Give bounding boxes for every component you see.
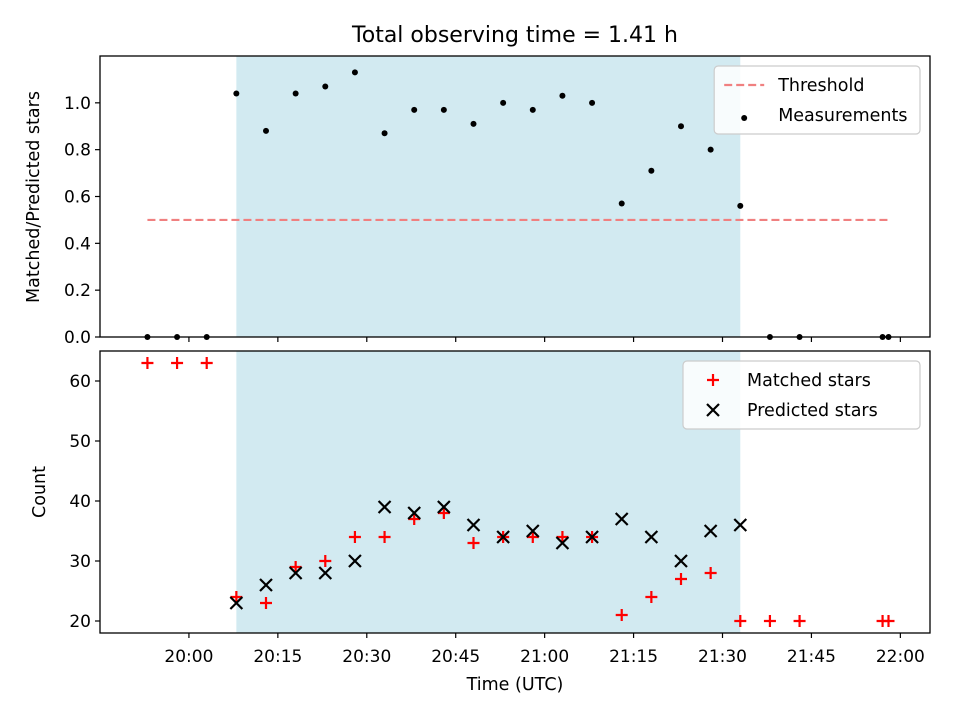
- predicted-stars-point: [466, 518, 481, 532]
- predicted-stars-point: [733, 518, 748, 532]
- predicted-stars-point: [674, 554, 688, 568]
- predicted-stars-point: [526, 524, 540, 538]
- legend-label: Measurements: [778, 106, 907, 126]
- measurements-point: [440, 106, 447, 113]
- y-tick-label: 40: [69, 492, 91, 512]
- matched-stars-point: [260, 597, 272, 609]
- observing-window-shade: [236, 56, 741, 337]
- measurements-point: [737, 202, 744, 209]
- x-tick-label: 20:30: [342, 647, 391, 667]
- ratio-panel: 0.0 0.2 0.4 0.6 0.8 1.0 Threshold Measurements: [64, 55, 931, 348]
- matched-stars-point: [645, 591, 658, 603]
- measurements-point: [648, 167, 655, 174]
- measurements-point: [263, 127, 269, 134]
- x-tick-label: 21:00: [520, 647, 569, 667]
- legend-box: [682, 360, 921, 430]
- matched-stars-point: [378, 531, 391, 543]
- x-tick-label: 20:45: [431, 647, 480, 667]
- x-tick-label: 20:15: [253, 647, 302, 667]
- y-tick-label: 0.2: [64, 281, 91, 301]
- x-tick-label: 21:45: [787, 647, 836, 667]
- legend-label: Threshold: [777, 76, 864, 96]
- measurements-point: [589, 99, 596, 106]
- chart-title: Total observing time = 1.41 h: [351, 23, 678, 48]
- matched-stars-point: [675, 573, 687, 585]
- matched-stars-point: [763, 615, 776, 627]
- predicted-stars-point: [318, 566, 333, 580]
- measurements-point: [470, 120, 477, 127]
- matched-stars-point: [437, 507, 450, 519]
- measurements-point: [411, 106, 418, 113]
- legend-matched-swatch: [707, 374, 719, 386]
- measurements-point: [292, 90, 299, 97]
- matched-stars-point: [556, 531, 569, 543]
- measurements-point: [529, 106, 536, 113]
- measurements-point: [351, 69, 358, 76]
- predicted-stars-point: [348, 554, 362, 568]
- axes-frame: [99, 350, 931, 634]
- measurements-point: [678, 123, 684, 130]
- predicted-stars-point: [259, 578, 273, 592]
- predicted-stars-point: [585, 530, 599, 544]
- x-tick-label: 20:00: [164, 647, 213, 667]
- y-tick-label: 1.0: [64, 94, 91, 114]
- legend-box: [713, 65, 921, 135]
- predicted-stars-point: [555, 536, 570, 550]
- matched-stars-point: [615, 609, 628, 621]
- y-tick-label: 60: [69, 372, 91, 392]
- predicted-stars-point: [703, 524, 718, 538]
- y-tick-label: 30: [69, 552, 91, 572]
- measurements-point: [322, 83, 329, 90]
- y-tick-label: 50: [69, 432, 91, 452]
- count-panel: 20 30 40 50 60 20:00 20:15 20:30 20:45 21:00 21:15…: [69, 350, 931, 667]
- x-axis-label: Time (UTC): [466, 675, 564, 695]
- predicted-stars-point: [437, 500, 451, 514]
- x-tick-label: 21:30: [698, 647, 747, 667]
- measurements-point: [707, 146, 714, 153]
- x-tick-label: 21:15: [609, 647, 658, 667]
- measurements-point: [559, 92, 566, 99]
- measurements-point: [500, 99, 507, 106]
- predicted-stars-point: [229, 596, 244, 610]
- predicted-stars-point: [288, 566, 303, 580]
- matched-stars-point: [734, 615, 747, 627]
- predicted-stars-point: [644, 530, 659, 544]
- measurements-point: [618, 200, 625, 207]
- matched-stars-point: [200, 357, 213, 369]
- x-tick-label: 22:00: [876, 647, 925, 667]
- measurements-point: [233, 90, 240, 97]
- legend-predicted-swatch: [706, 403, 720, 417]
- matched-stars-point: [882, 615, 895, 627]
- matched-stars-point: [408, 513, 421, 525]
- top-y-axis-label: Matched/Predicted stars: [24, 91, 44, 303]
- matched-stars-point: [467, 537, 480, 549]
- y-tick-label: 0.4: [64, 234, 91, 254]
- measurements-point: [381, 130, 388, 137]
- matched-stars-point: [704, 567, 717, 579]
- matched-stars-point: [289, 561, 302, 573]
- legend-measurements-swatch: [741, 115, 748, 121]
- predicted-stars-point: [407, 506, 421, 520]
- matched-stars-point: [171, 357, 184, 369]
- observing-window-shade: [236, 351, 741, 633]
- predicted-stars-point: [377, 500, 392, 514]
- matched-stars-point: [526, 531, 539, 543]
- y-tick-label: 0.6: [64, 188, 91, 208]
- matched-stars-point: [319, 555, 332, 567]
- y-tick-label: 20: [69, 612, 91, 632]
- matched-stars-point: [793, 615, 806, 627]
- y-tick-label: 0.0: [64, 328, 91, 348]
- matched-stars-point: [230, 591, 243, 603]
- bottom-y-axis-label: Count: [30, 466, 50, 518]
- legend-label: Predicted stars: [747, 401, 878, 421]
- predicted-stars-point: [496, 530, 510, 544]
- predicted-stars-point: [614, 512, 629, 526]
- matched-stars-point: [348, 531, 361, 543]
- legend-label: Matched stars: [747, 371, 871, 391]
- matched-stars-point: [141, 357, 154, 369]
- y-tick-label: 0.8: [64, 141, 91, 161]
